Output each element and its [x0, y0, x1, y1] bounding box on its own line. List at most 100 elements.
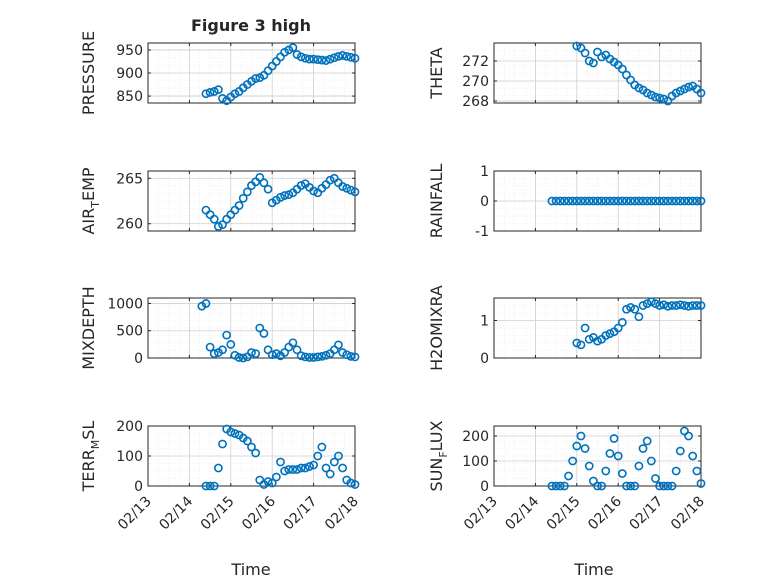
panel-rainfall: -1 0 1 RAINFALL	[427, 164, 706, 240]
data-point	[226, 427, 236, 437]
data-point	[671, 88, 681, 98]
axes-box	[147, 170, 356, 232]
data-point	[288, 338, 298, 348]
data-point	[288, 43, 298, 53]
data-point	[580, 323, 590, 333]
data-point	[680, 84, 689, 94]
data-point	[296, 351, 306, 361]
data-point	[675, 196, 685, 206]
data-point	[659, 196, 669, 206]
data-point	[609, 434, 619, 443]
data-point	[209, 349, 219, 359]
data-point	[593, 196, 602, 206]
data-point	[346, 52, 356, 62]
data-point	[584, 56, 594, 66]
data-point	[593, 336, 602, 346]
data-point	[255, 323, 265, 333]
data-point	[617, 64, 627, 74]
data-point	[634, 461, 644, 471]
data-point	[626, 196, 636, 206]
x-axis-label-left: Time	[230, 560, 270, 579]
data-point	[276, 457, 285, 467]
y-tick-label: 1000	[107, 296, 143, 312]
data-point	[280, 348, 290, 357]
data-point	[551, 481, 561, 491]
data-point	[213, 222, 223, 231]
data-point	[342, 183, 352, 193]
y-tick-label: 0	[480, 351, 489, 367]
data-point	[634, 196, 644, 206]
data-point	[671, 466, 681, 476]
data-point	[547, 196, 557, 206]
data-point	[259, 178, 269, 188]
data-point	[642, 299, 652, 309]
data-point	[346, 185, 356, 195]
data-point	[605, 449, 615, 458]
data-point	[692, 301, 702, 310]
data-point	[667, 196, 677, 206]
data-point	[617, 469, 627, 478]
data-point	[671, 301, 681, 310]
data-point	[651, 299, 660, 309]
data-point	[251, 448, 261, 458]
data-point	[334, 51, 343, 61]
data-point	[605, 196, 615, 206]
data-point	[251, 74, 261, 83]
y-tick-label: 100	[116, 449, 143, 465]
data-point	[342, 51, 352, 61]
data-point	[680, 196, 689, 206]
data-point	[646, 456, 656, 466]
data-point	[613, 323, 623, 333]
data-point	[626, 481, 636, 491]
data-point	[309, 186, 318, 196]
data-point	[601, 196, 611, 206]
data-point	[309, 353, 318, 362]
data-point	[663, 481, 673, 491]
data-point	[267, 350, 277, 360]
data-point	[655, 301, 664, 310]
data-point	[634, 312, 644, 322]
data-point	[205, 87, 215, 97]
data-point	[209, 87, 219, 96]
data-point	[572, 196, 582, 206]
data-point	[338, 51, 347, 60]
data-point	[292, 465, 302, 474]
data-point	[630, 196, 640, 206]
data-point	[267, 478, 277, 488]
y-tick-label: -1	[475, 224, 489, 240]
data-point	[584, 334, 594, 344]
data-point	[655, 93, 664, 103]
data-point	[663, 301, 673, 311]
data-point	[576, 196, 586, 206]
data-point	[547, 481, 557, 491]
data-point	[617, 317, 627, 327]
data-point	[242, 436, 252, 446]
data-point	[280, 191, 290, 200]
data-point	[222, 330, 232, 340]
data-point	[638, 196, 648, 206]
data-point	[213, 85, 223, 95]
y-tick-label: 950	[116, 43, 143, 59]
y-tick-label: 0	[480, 479, 489, 495]
data-point	[630, 304, 640, 314]
data-point	[317, 442, 327, 452]
data-point	[622, 304, 631, 314]
data-point	[313, 352, 323, 362]
data-point	[659, 300, 669, 310]
y-axis-label: PRESSURE	[79, 31, 98, 115]
y-tick-label: 270	[462, 74, 489, 90]
data-point	[350, 187, 360, 197]
y-tick-label: 268	[462, 94, 489, 110]
data-point	[642, 436, 652, 446]
data-point	[346, 351, 356, 361]
data-point	[696, 479, 706, 488]
data-point	[325, 469, 335, 479]
figure-title: Figure 3 high	[191, 16, 311, 35]
data-point	[329, 457, 339, 467]
data-point	[626, 302, 636, 312]
y-tick-label: 1	[480, 314, 489, 330]
y-tick-label: 0	[480, 194, 489, 210]
data-point	[350, 53, 360, 63]
data-point	[580, 444, 590, 453]
